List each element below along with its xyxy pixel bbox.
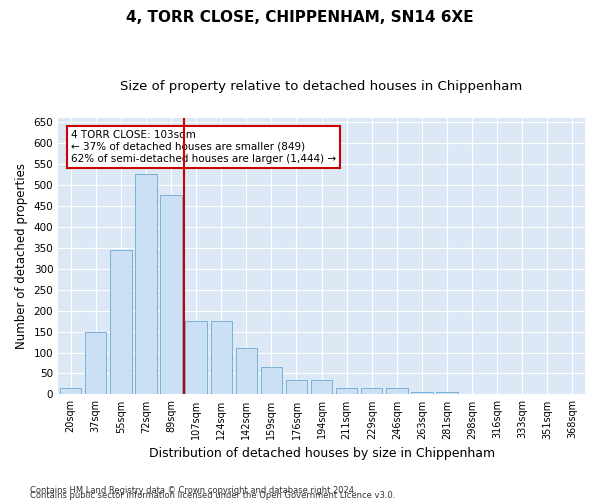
Bar bbox=[85, 332, 106, 394]
Bar bbox=[110, 250, 131, 394]
Text: 4 TORR CLOSE: 103sqm
← 37% of detached houses are smaller (849)
62% of semi-deta: 4 TORR CLOSE: 103sqm ← 37% of detached h… bbox=[71, 130, 336, 164]
Title: Size of property relative to detached houses in Chippenham: Size of property relative to detached ho… bbox=[121, 80, 523, 93]
Bar bbox=[386, 388, 407, 394]
Bar bbox=[336, 388, 358, 394]
Bar bbox=[211, 321, 232, 394]
Text: 4, TORR CLOSE, CHIPPENHAM, SN14 6XE: 4, TORR CLOSE, CHIPPENHAM, SN14 6XE bbox=[126, 10, 474, 25]
Bar bbox=[286, 380, 307, 394]
Bar bbox=[311, 380, 332, 394]
Bar bbox=[411, 392, 433, 394]
Y-axis label: Number of detached properties: Number of detached properties bbox=[15, 163, 28, 349]
Bar bbox=[236, 348, 257, 395]
Bar bbox=[136, 174, 157, 394]
Bar bbox=[261, 367, 282, 394]
Bar bbox=[436, 392, 458, 394]
Bar bbox=[185, 321, 207, 394]
Text: Contains HM Land Registry data © Crown copyright and database right 2024.: Contains HM Land Registry data © Crown c… bbox=[30, 486, 356, 495]
Bar bbox=[361, 388, 382, 394]
Bar bbox=[160, 196, 182, 394]
Bar bbox=[60, 388, 82, 394]
X-axis label: Distribution of detached houses by size in Chippenham: Distribution of detached houses by size … bbox=[149, 447, 494, 460]
Text: Contains public sector information licensed under the Open Government Licence v3: Contains public sector information licen… bbox=[30, 491, 395, 500]
